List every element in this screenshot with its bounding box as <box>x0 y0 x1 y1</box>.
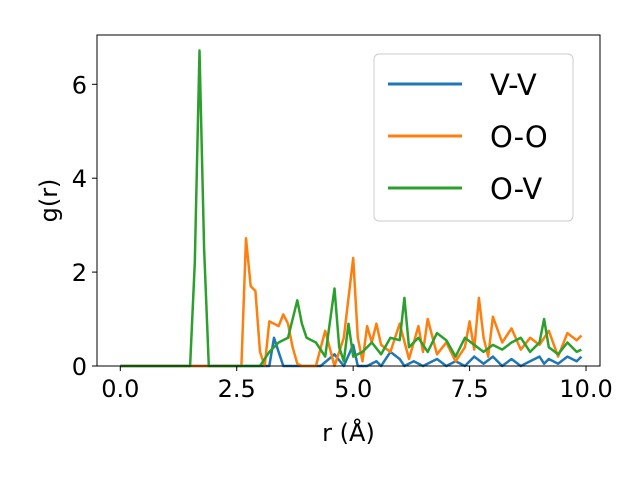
axes-frame <box>96 34 601 367</box>
legend-box <box>373 53 574 222</box>
y-axis-label: g(r) <box>35 179 63 223</box>
x-tick-label: 5.0 <box>334 375 372 403</box>
series-line-o-o <box>120 237 583 368</box>
y-axis-ticks: 0 2 4 6 <box>72 71 97 381</box>
x-axis-ticks: 0.0 2.5 5.0 7.5 10.0 <box>101 366 613 403</box>
legend-label-v-v: V-V <box>490 68 537 102</box>
x-tick-label: 2.5 <box>218 375 256 403</box>
x-tick-label: 0.0 <box>101 375 139 403</box>
y-tick-label: 2 <box>72 259 87 287</box>
x-tick-label: 10.0 <box>559 375 612 403</box>
x-tick-label: 7.5 <box>451 375 489 403</box>
y-tick-label: 4 <box>72 165 87 193</box>
x-axis-label: r (Å) <box>322 418 375 447</box>
y-tick-label: 0 <box>72 353 87 381</box>
y-tick-label: 6 <box>72 71 87 99</box>
legend-label-o-o: O-O <box>490 120 548 154</box>
legend-label-o-v: O-V <box>490 172 542 206</box>
legend: V-V O-O O-V <box>373 53 574 222</box>
